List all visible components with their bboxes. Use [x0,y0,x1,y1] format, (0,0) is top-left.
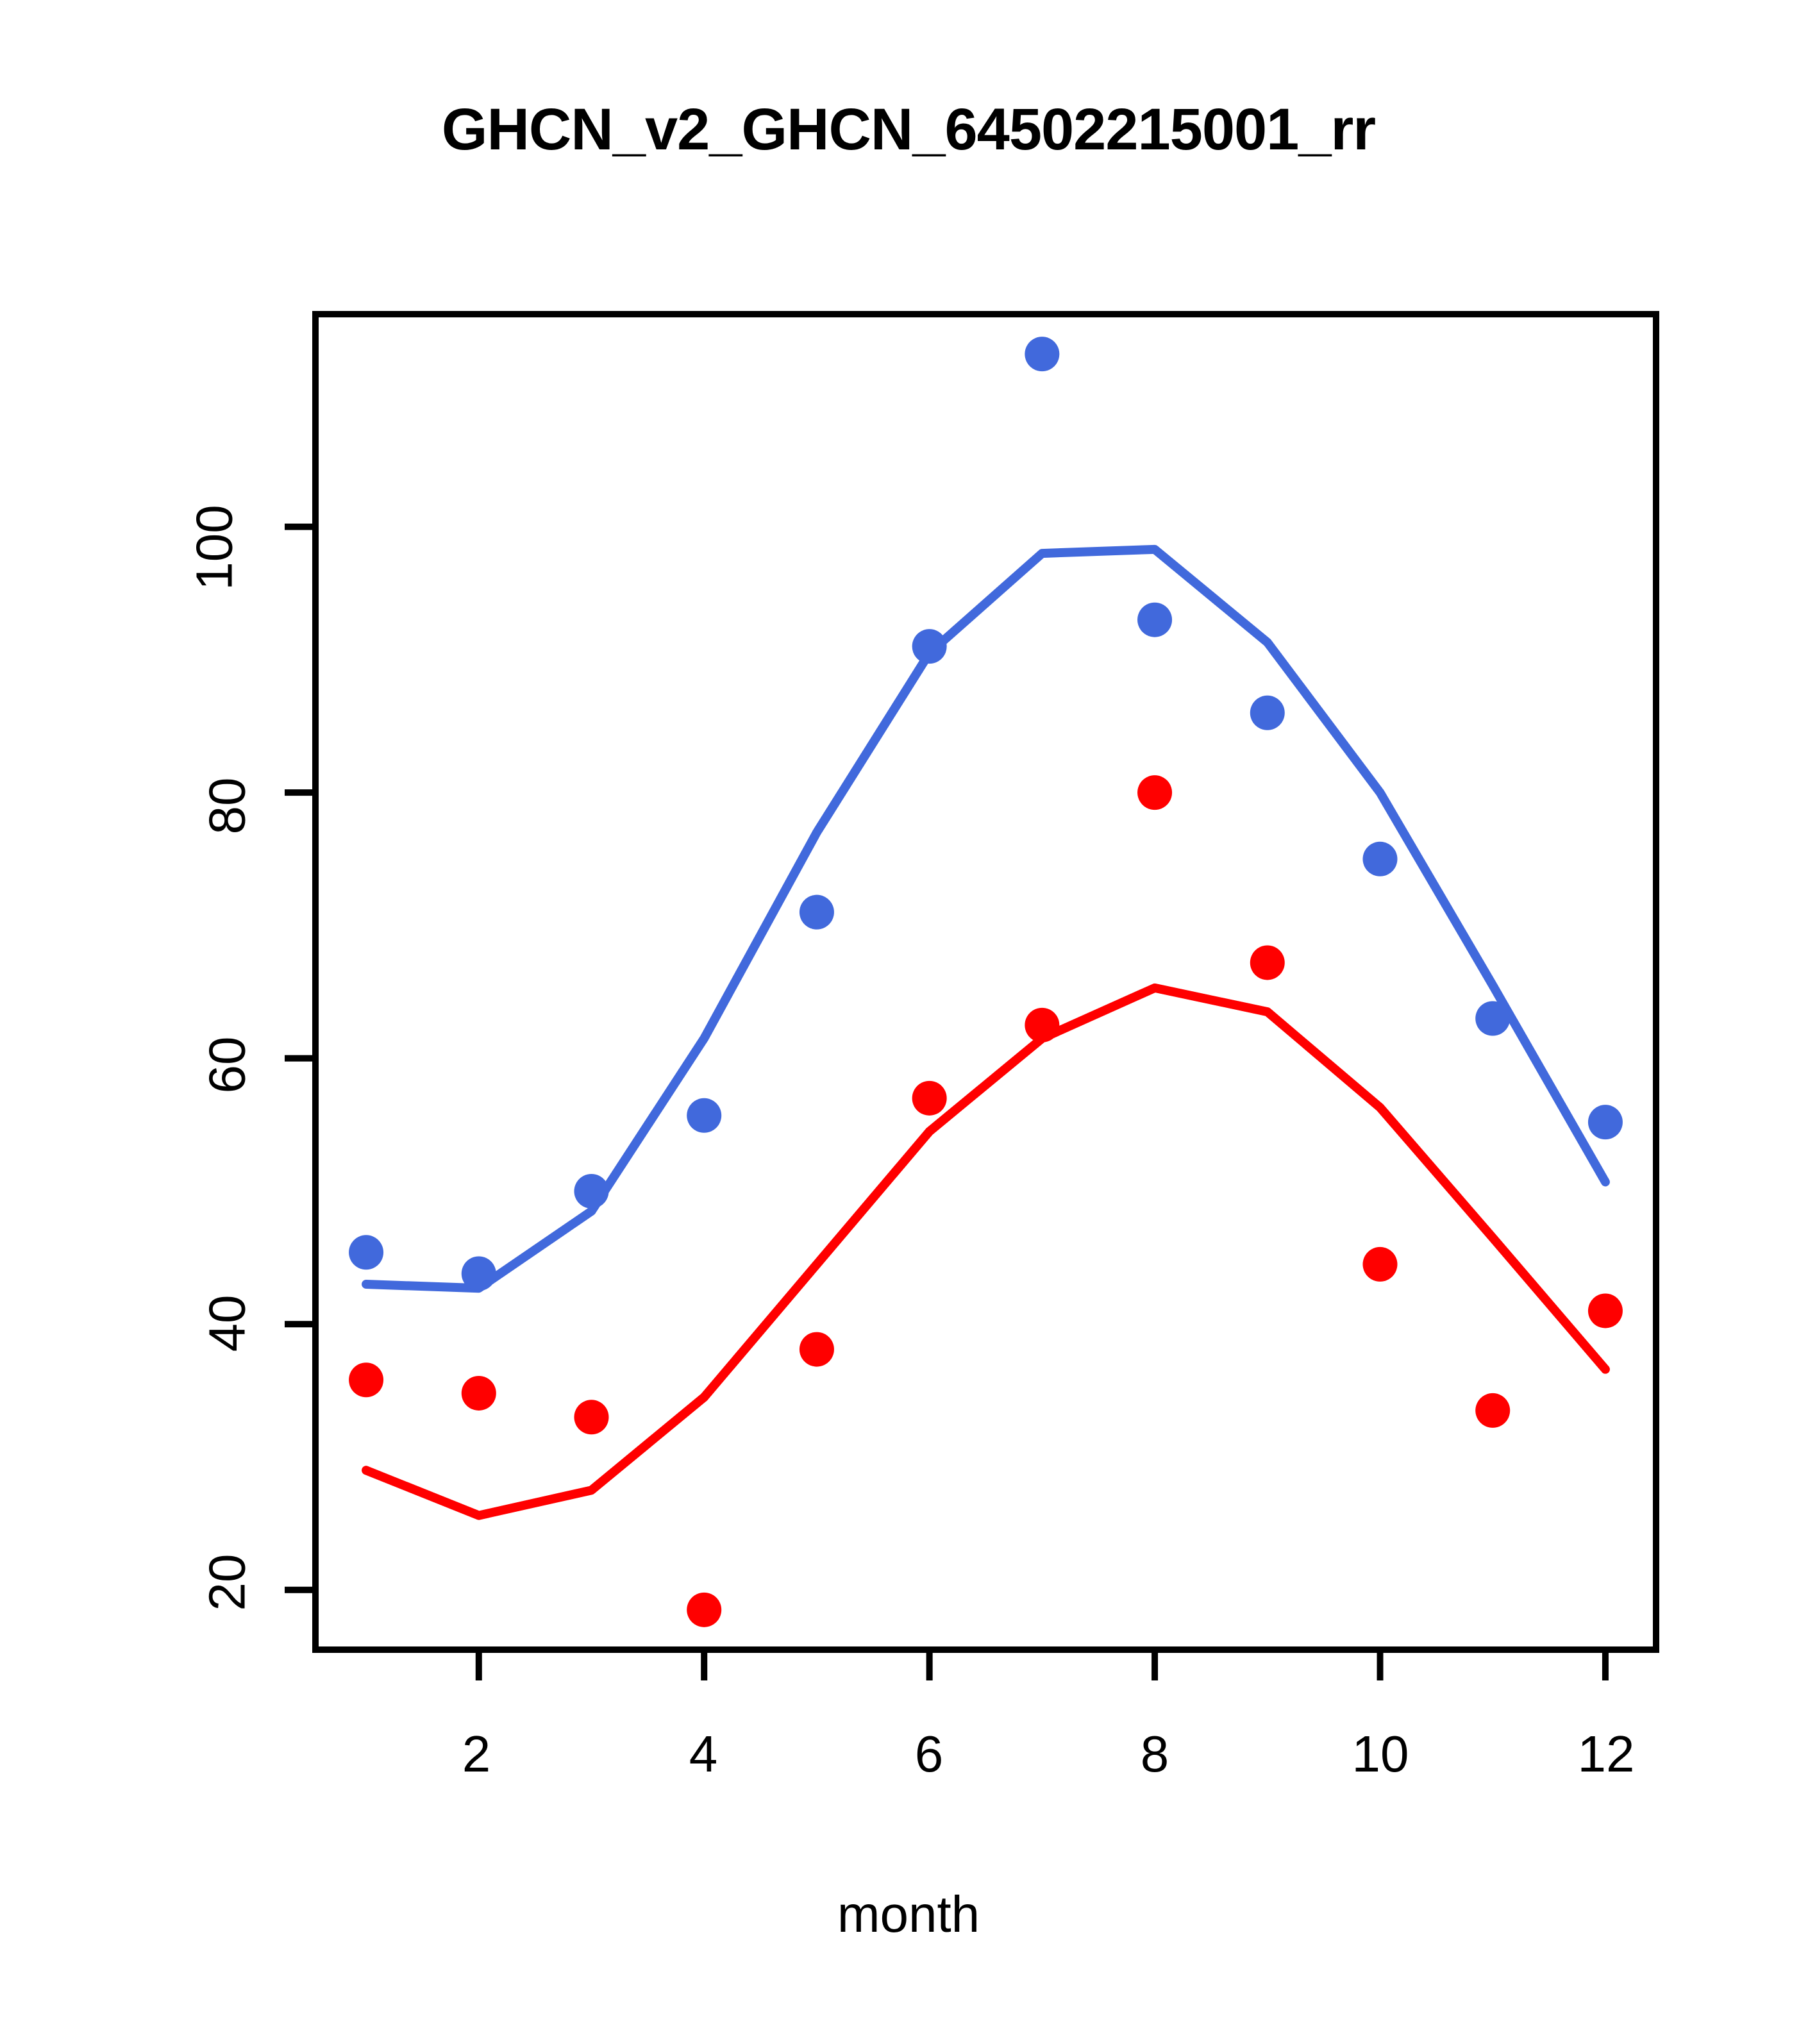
data-point-red-points [1137,775,1173,810]
data-point-blue-points [461,1256,496,1291]
y-tick-label-60: 60 [198,1036,256,1094]
data-point-red-points [461,1375,496,1411]
data-point-blue-points [1025,337,1060,372]
data-point-blue-points [1250,695,1285,730]
x-tick-label-2: 2 [462,1725,491,1782]
data-point-blue-points [1362,841,1398,876]
x-tick-label-4: 4 [689,1725,718,1782]
data-point-red-points [574,1400,609,1435]
data-point-red-points [349,1362,384,1398]
data-point-blue-points [1137,602,1173,637]
data-point-blue-points [687,1098,722,1133]
x-axis-ticks [475,1650,1609,1680]
series-layer [349,337,1623,1627]
data-point-red-points [799,1332,834,1367]
data-point-red-points [1475,1393,1511,1428]
x-axis-label: month [837,1886,980,1943]
series-line-blue-line [362,544,1610,1293]
x-tick-label-12: 12 [1577,1725,1635,1782]
data-point-blue-points [1587,1105,1623,1140]
data-point-blue-points [574,1173,609,1209]
data-point-blue-points [349,1235,384,1270]
data-point-red-points [1025,1007,1060,1043]
y-tick-label-20: 20 [198,1554,256,1611]
y-tick-label-40: 40 [198,1294,256,1352]
data-point-blue-points [1475,1001,1511,1036]
x-tick-label-6: 6 [914,1725,944,1782]
data-point-red-points [912,1080,947,1116]
y-tick-label-80: 80 [198,777,256,835]
data-point-blue-points [912,629,947,664]
data-point-red-points [1362,1246,1398,1282]
page-title: GHCN_v2_GHCN_64502215001_rr [441,97,1376,162]
x-tick-label-10: 10 [1352,1725,1409,1782]
data-point-blue-points [799,894,834,930]
y-axis-ticks [285,523,315,1593]
plot-frame [312,311,1659,1653]
series-line-red-line [362,983,1610,1520]
data-point-red-points [1587,1293,1623,1328]
data-point-red-points [687,1592,722,1627]
data-point-red-points [1250,945,1285,980]
x-tick-label-8: 8 [1140,1725,1169,1782]
y-tick-label-100: 100 [185,505,243,591]
